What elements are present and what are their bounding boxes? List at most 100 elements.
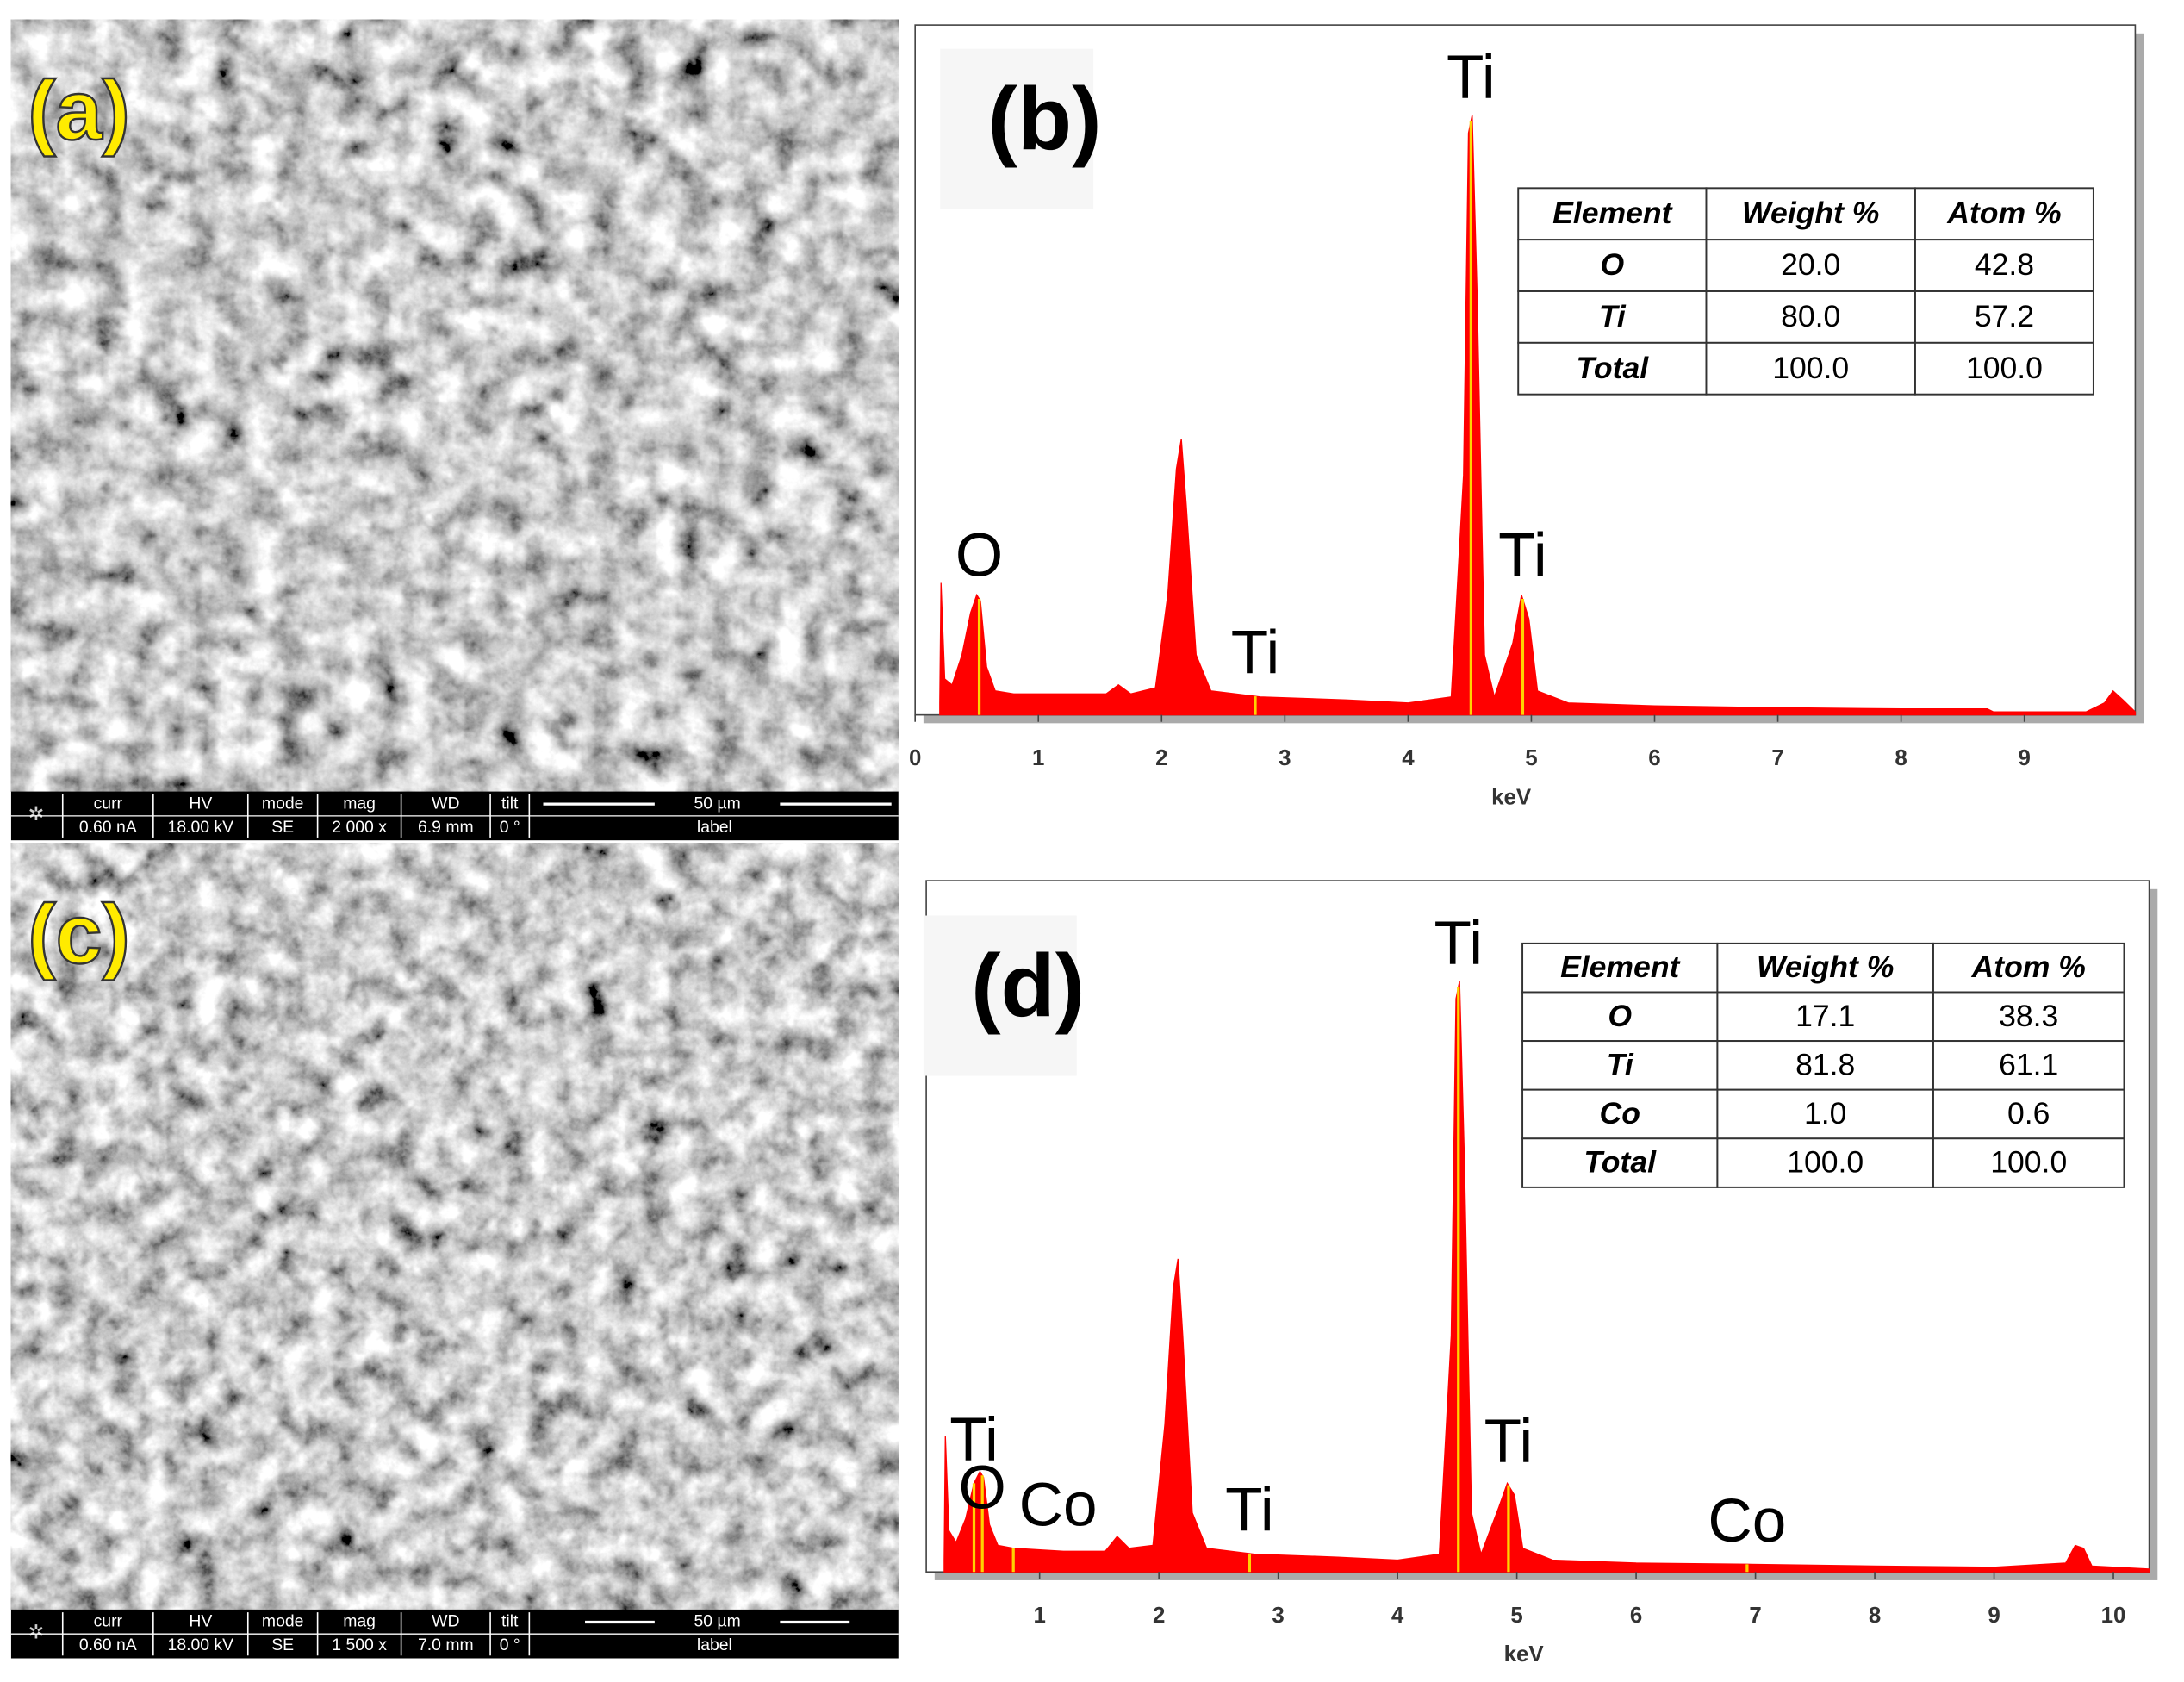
info-value: 0.60 nA [79, 1635, 137, 1654]
scale-caption: label [697, 1635, 732, 1654]
info-header: mag [343, 794, 376, 813]
table-value: 81.8 [1795, 1047, 1855, 1081]
panel-label-bg [940, 48, 1094, 209]
logo: ✲ [28, 1621, 45, 1642]
table-cell [1914, 187, 2094, 241]
peak-label: O [955, 522, 1003, 590]
table-cell [1716, 1040, 1934, 1091]
x-tick-label: 1 [1033, 1604, 1045, 1628]
info-value: SE [271, 818, 294, 837]
table-cell [1716, 991, 1934, 1043]
table-cell [1716, 942, 1934, 994]
x-tick-label: 2 [1153, 1604, 1165, 1628]
info-value: 0.60 nA [79, 818, 137, 837]
table-value: 42.8 [1975, 247, 2034, 282]
x-tick-label: 7 [1771, 746, 1783, 770]
x-axis-title: keV [1504, 1642, 1545, 1666]
table-value: 38.3 [1999, 999, 2058, 1033]
info-header: WD [432, 1612, 459, 1631]
table-value: 0.6 [2007, 1096, 2050, 1131]
table-value: 80.0 [1781, 299, 1840, 333]
table-cell [1716, 1137, 1934, 1188]
info-header: mode [262, 1612, 304, 1631]
peak-label: Ti [1434, 910, 1483, 978]
table-header: Element [1560, 950, 1681, 984]
table-cell [1932, 942, 2125, 994]
table-header: Atom % [1946, 196, 2061, 230]
x-tick-label: 10 [2101, 1604, 2126, 1628]
x-tick-label: 3 [1272, 1604, 1284, 1628]
x-tick-label: 8 [1895, 746, 1907, 770]
table-cell [1914, 341, 2094, 396]
scale-label: 50 µm [694, 794, 740, 813]
peak-label: Co [1019, 1471, 1098, 1539]
info-header: WD [432, 794, 459, 813]
x-tick-label: 6 [1648, 746, 1660, 770]
info-header: mode [262, 794, 304, 813]
table-cell [1705, 290, 1916, 344]
x-tick-label: 5 [1510, 1604, 1522, 1628]
sem-image [10, 843, 899, 1610]
info-header: HV [189, 1612, 212, 1631]
table-value: 20.0 [1781, 247, 1840, 282]
panel-label-bg [923, 915, 1077, 1076]
peak-label: Ti [1231, 620, 1280, 688]
peak-label: Ti [1498, 522, 1547, 590]
logo: ✲ [28, 803, 45, 825]
info-value: 0 ° [500, 1635, 520, 1654]
table-value: 61.1 [1999, 1047, 2058, 1081]
info-header: HV [189, 794, 212, 813]
x-tick-label: 7 [1749, 1604, 1761, 1628]
info-value: 18.00 kV [168, 1635, 234, 1654]
table-cell [1705, 341, 1916, 396]
table-cell [1705, 239, 1916, 292]
x-tick-label: 9 [1988, 1604, 2000, 1628]
table-cell [1932, 1137, 2125, 1188]
scale-caption: label [697, 818, 732, 837]
info-value: 7.0 mm [418, 1635, 474, 1654]
x-tick-label: 1 [1032, 746, 1044, 770]
scale-label: 50 µm [694, 1612, 740, 1631]
info-value: 1 500 x [332, 1635, 387, 1654]
x-tick-label: 9 [2018, 746, 2030, 770]
x-tick-label: 4 [1402, 746, 1415, 770]
table-value: Ti [1599, 299, 1627, 333]
table-value: Total [1584, 1145, 1657, 1180]
panel-label: (c) [28, 887, 130, 981]
peak-label: Ti [1225, 1476, 1274, 1544]
table-cell [1517, 341, 1708, 396]
table-cell [1914, 239, 2094, 292]
info-value: SE [271, 1635, 294, 1654]
x-tick-label: 8 [1869, 1604, 1881, 1628]
x-tick-label: 6 [1630, 1604, 1642, 1628]
scale-bg [654, 1612, 781, 1632]
table-value: 1.0 [1804, 1096, 1846, 1131]
scale-bg [654, 794, 781, 814]
x-tick-label: 2 [1155, 746, 1167, 770]
x-tick-label: 5 [1525, 746, 1537, 770]
peak-label: Ti [1484, 1408, 1534, 1476]
info-header: tilt [501, 1612, 519, 1631]
spectrum [939, 115, 2137, 716]
peak-label: Ti [1447, 44, 1496, 112]
table-cell [1705, 187, 1916, 241]
table-header: Weight % [1742, 196, 1879, 230]
info-header: mag [343, 1612, 376, 1631]
table-value: 17.1 [1795, 999, 1855, 1033]
table-header: Element [1552, 196, 1673, 230]
table-value: 100.0 [1772, 351, 1849, 385]
table-cell [1521, 1137, 1719, 1188]
table-header: Atom % [1971, 950, 2086, 984]
x-tick-label: 3 [1279, 746, 1291, 770]
info-header: curr [94, 1612, 123, 1631]
info-header: tilt [501, 794, 519, 813]
table-cell [1932, 1040, 2125, 1091]
info-value: 6.9 mm [418, 818, 474, 837]
table-value: O [1608, 999, 1632, 1033]
table-cell [1521, 1088, 1719, 1140]
panel-label: (b) [987, 68, 1101, 168]
info-value: 2 000 x [332, 818, 387, 837]
x-tick-label: 0 [909, 746, 921, 770]
